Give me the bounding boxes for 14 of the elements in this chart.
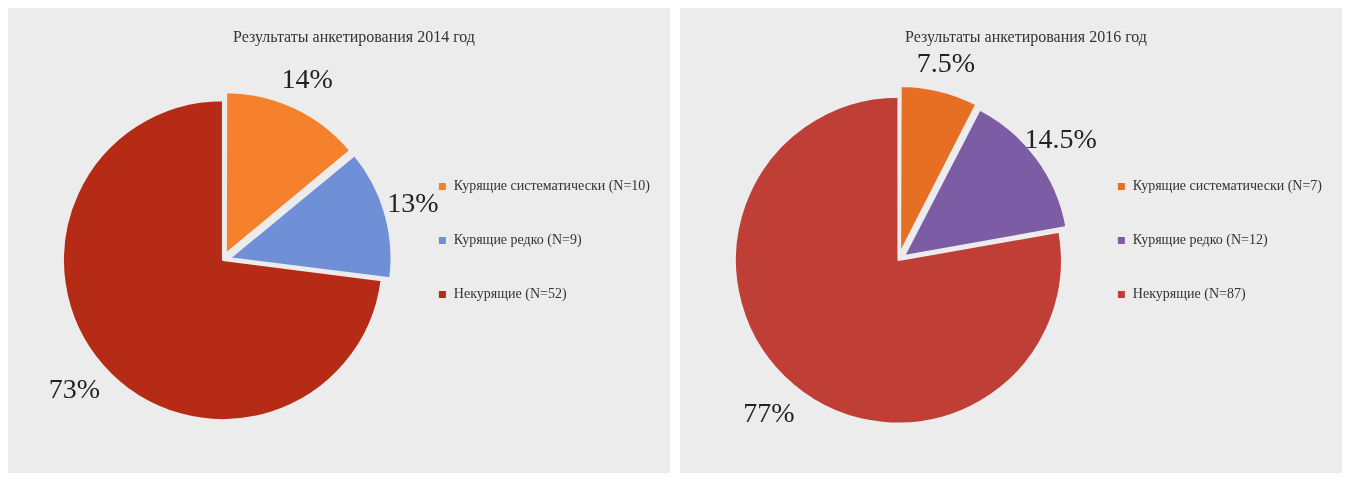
data-label: 7.5% [916, 46, 976, 78]
legend-label: Некурящие (N=87) [1132, 286, 1246, 303]
legend-label: Некурящие (N=52) [453, 286, 567, 303]
data-label: 13% [387, 187, 439, 219]
legend-label: Курящие редко (N=9) [453, 232, 582, 249]
data-label: 14.5% [1024, 123, 1097, 155]
chart-title: Результаты анкетирования 2014 год [232, 27, 476, 46]
data-label: 77% [743, 396, 795, 428]
data-label: 14% [281, 63, 333, 95]
chart-title: Результаты анкетирования 2016 год [904, 27, 1148, 46]
legend-label: Курящие систематически (N=7) [1132, 178, 1323, 195]
legend-label: Курящие систематически (N=10) [453, 178, 651, 195]
legend-label: Курящие редко (N=12) [1132, 232, 1268, 249]
data-label: 73% [48, 373, 101, 405]
